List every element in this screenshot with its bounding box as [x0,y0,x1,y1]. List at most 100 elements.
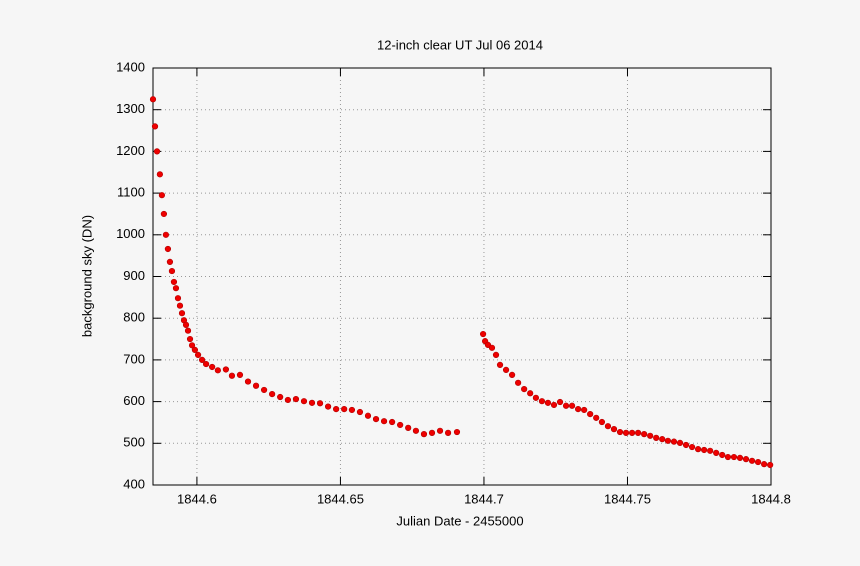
point [479,330,487,338]
point [492,351,500,358]
y-tick-label: 400 [123,476,145,491]
point [356,408,364,416]
point [333,406,340,413]
point [308,399,316,406]
point [188,342,196,349]
point [622,429,630,436]
point [324,403,332,410]
y-tick-label: 500 [123,435,145,450]
point [664,437,672,444]
point [610,426,618,433]
point [176,302,184,309]
point [194,351,202,358]
point [724,453,732,461]
point [222,366,230,373]
y-tick-label: 900 [123,268,145,283]
y-tick-label: 700 [123,351,145,366]
point [198,356,206,364]
point [754,458,762,466]
point [634,429,642,436]
point [453,428,461,436]
y-tick-label: 1100 [117,185,145,200]
point [538,398,546,405]
point [151,123,159,130]
point [562,402,570,409]
point [420,431,428,438]
point [436,427,444,434]
point [228,372,236,379]
point [444,429,452,436]
point [550,401,558,409]
point [397,421,404,429]
point [527,390,534,397]
point [284,396,292,404]
point [178,310,186,317]
point [736,454,744,461]
y-tick-label: 1400 [116,59,145,74]
y-tick-label: 1000 [116,226,145,241]
point [166,258,174,266]
point [688,443,696,451]
x-tick-label: 1844.6 [177,491,217,506]
point [236,371,244,379]
point [191,346,199,353]
point [488,344,496,351]
point [348,406,356,414]
point [214,367,221,374]
point [719,451,726,459]
point [364,412,372,419]
point [269,390,276,398]
point [653,434,660,441]
y-tick-label: 1300 [116,101,145,116]
point [174,295,182,302]
point [496,361,504,369]
y-axis-label: background sky (DN) [79,215,94,337]
point [172,285,180,292]
point [502,366,510,374]
chart-title: 12-inch clear UT Jul 06 2014 [377,37,543,52]
point [158,192,165,199]
point [252,382,260,389]
point [380,418,388,425]
point [707,447,714,454]
point [508,371,516,379]
point [182,321,190,328]
point [587,411,594,418]
point [244,378,252,385]
point [300,398,308,405]
x-tick-label: 1844.65 [317,491,364,506]
y-tick-label: 800 [123,310,145,325]
point [701,446,708,454]
point [389,418,396,426]
point [742,456,750,463]
point [149,96,157,103]
point [292,395,300,403]
point [164,245,172,253]
point [713,449,720,456]
point [616,428,624,436]
y-tick-label: 600 [123,393,145,408]
point [209,363,216,371]
point [593,414,600,421]
x-tick-label: 1844.75 [604,491,651,506]
point [659,436,666,443]
point [186,335,194,343]
point [748,457,756,464]
point [412,427,420,434]
point [767,461,774,469]
point [628,429,636,436]
point [568,402,576,409]
point [647,432,654,439]
point [341,406,348,413]
point [170,278,178,286]
point [316,400,324,407]
x-tick-label: 1844.8 [751,491,791,506]
point [162,231,170,238]
point [682,441,690,449]
point [153,148,161,155]
point [581,406,588,414]
y-tick-label: 1200 [116,143,145,158]
